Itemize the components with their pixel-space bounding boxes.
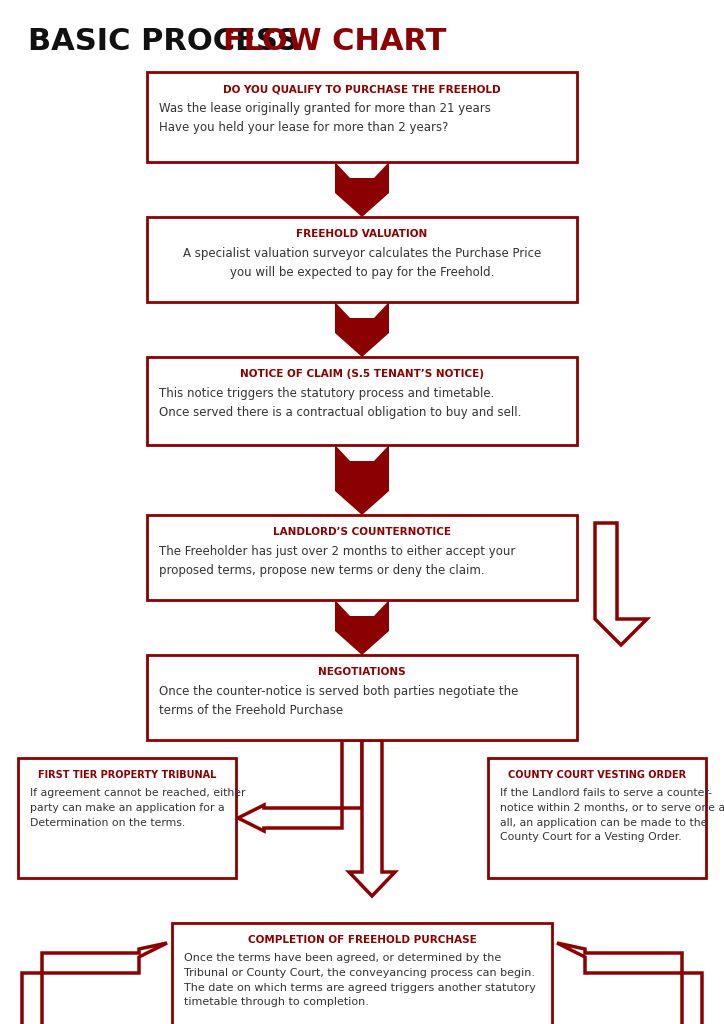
Polygon shape [238,740,362,831]
Polygon shape [335,600,389,655]
Text: COUNTY COURT VESTING ORDER: COUNTY COURT VESTING ORDER [508,770,686,780]
Polygon shape [335,162,389,217]
Bar [147,655,577,740]
Text: BASIC PROCESS: BASIC PROCESS [28,28,309,56]
Text: DO YOU QUALIFY TO PURCHASE THE FREEHOLD: DO YOU QUALIFY TO PURCHASE THE FREEHOLD [223,84,501,94]
Polygon shape [335,445,389,515]
Text: A specialist valuation surveyor calculates the Purchase Price
you will be expect: A specialist valuation surveyor calculat… [183,247,541,279]
Text: If agreement cannot be reached, either
party can make an application for a
Deter: If agreement cannot be reached, either p… [30,788,245,827]
Polygon shape [595,523,647,645]
Polygon shape [335,302,389,357]
Text: FLOW CHART: FLOW CHART [223,28,447,56]
Bar [488,758,706,878]
Text: FREEHOLD VALUATION: FREEHOLD VALUATION [296,229,428,239]
Text: Once the terms have been agreed, or determined by the
Tribunal or County Court, : Once the terms have been agreed, or dete… [184,953,536,1008]
Polygon shape [557,943,702,1024]
Text: Was the lease originally granted for more than 21 years
Have you held your lease: Was the lease originally granted for mor… [159,102,491,134]
Text: NOTICE OF CLAIM (S.5 TENANT’S NOTICE): NOTICE OF CLAIM (S.5 TENANT’S NOTICE) [240,369,484,379]
Text: The Freeholder has just over 2 months to either accept your
proposed terms, prop: The Freeholder has just over 2 months to… [159,545,515,577]
Text: If the Landlord fails to serve a counter-
notice within 2 months, or to serve on: If the Landlord fails to serve a counter… [500,788,724,843]
Text: NEGOTIATIONS: NEGOTIATIONS [318,667,406,677]
Text: COMPLETION OF FREEHOLD PURCHASE: COMPLETION OF FREEHOLD PURCHASE [248,935,476,945]
Bar [147,72,577,162]
Bar [147,217,577,302]
Bar [172,923,552,1024]
Text: LANDLORD’S COUNTERNOTICE: LANDLORD’S COUNTERNOTICE [273,527,451,537]
Bar [18,758,236,878]
Text: This notice triggers the statutory process and timetable.
Once served there is a: This notice triggers the statutory proce… [159,387,521,419]
Polygon shape [349,740,395,896]
Text: FIRST TIER PROPERTY TRIBUNAL: FIRST TIER PROPERTY TRIBUNAL [38,770,216,780]
Bar [147,357,577,445]
Text: Once the counter-notice is served both parties negotiate the
terms of the Freeho: Once the counter-notice is served both p… [159,685,518,717]
Bar [147,515,577,600]
Polygon shape [22,943,167,1024]
